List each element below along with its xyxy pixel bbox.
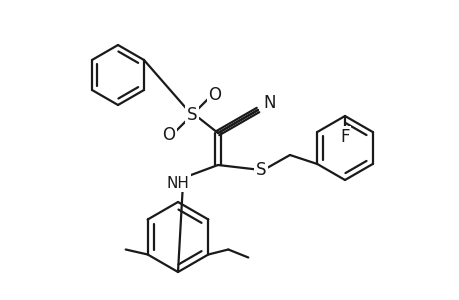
Text: N: N <box>263 94 276 112</box>
Text: S: S <box>255 161 266 179</box>
Text: S: S <box>186 106 197 124</box>
Text: O: O <box>208 86 221 104</box>
Text: O: O <box>162 126 175 144</box>
Text: NH: NH <box>166 176 189 190</box>
Text: F: F <box>340 128 349 146</box>
